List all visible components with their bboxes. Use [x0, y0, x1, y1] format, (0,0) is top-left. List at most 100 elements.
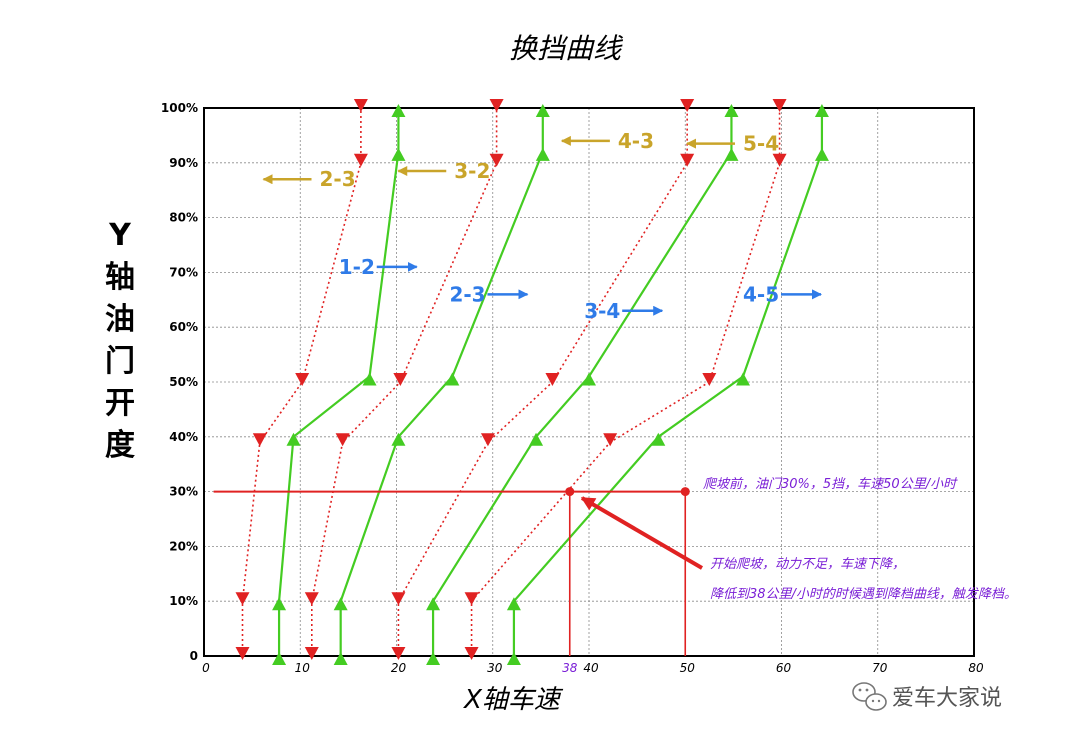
- downshift-line: [397, 108, 688, 656]
- y-tick-label: 90%: [169, 156, 198, 170]
- upshift-marker: [651, 432, 666, 446]
- x-axis-label: X轴车速: [462, 685, 564, 715]
- climb-arrow: [580, 496, 704, 570]
- upshift-marker: [333, 652, 348, 665]
- upshift-label: 3-4: [584, 299, 620, 323]
- chart-title: 换挡曲线: [509, 32, 624, 65]
- upshift-marker: [272, 652, 287, 665]
- downshift-marker: [391, 647, 406, 660]
- upshift-curve-2-3: [333, 104, 550, 665]
- downshift-marker: [235, 592, 250, 606]
- x-tick-label: 40: [583, 661, 599, 675]
- upshift-line: [339, 108, 544, 656]
- downshift-label: 4-3: [618, 129, 654, 153]
- operating-point: [680, 487, 690, 497]
- downshift-line: [241, 108, 362, 656]
- upshift-label: 2-3: [449, 282, 485, 306]
- y-tick-label: 60%: [169, 320, 198, 334]
- downshift-line: [310, 108, 498, 656]
- watermark-text: 爱车大家说: [892, 686, 1002, 711]
- downshift-label: 3-2: [454, 159, 490, 183]
- y-tick-label: 50%: [169, 375, 198, 389]
- downshift-marker: [353, 99, 368, 112]
- upshift-marker: [535, 147, 550, 161]
- upshift-marker: [445, 372, 460, 386]
- y-axis-label-char: 轴: [105, 260, 135, 295]
- upshift-marker: [426, 597, 441, 611]
- downshift-marker: [335, 433, 350, 447]
- upshift-marker: [724, 147, 739, 161]
- watermark: 爱车大家说: [852, 682, 1002, 711]
- downshift-marker: [304, 592, 319, 606]
- y-tick-label: 20%: [169, 539, 198, 553]
- plot-frame: [203, 107, 975, 657]
- downshift-marker: [545, 373, 560, 386]
- upshift-marker: [814, 104, 829, 117]
- annotation-climb-line2: 降低到38公里/小时的时候遇到降档曲线，触发降档。: [710, 587, 1017, 602]
- x-tick-label: 60: [776, 661, 792, 675]
- downshift-marker: [464, 647, 479, 660]
- y-tick-label: 70%: [169, 265, 198, 279]
- downshift-marker: [772, 99, 787, 112]
- downshift-marker: [680, 99, 695, 112]
- x-tick-label: 30: [487, 661, 503, 675]
- upshift-line: [277, 108, 400, 656]
- y-axis-label-char: 开: [105, 386, 135, 421]
- annotation-climb-line1: 开始爬坡，动力不足，车速下降，: [710, 557, 905, 572]
- y-axis-label-char: Y: [108, 218, 132, 253]
- downshift-label: 5-4: [743, 132, 779, 156]
- upshift-marker: [724, 104, 739, 117]
- y-axis-label-char: 门: [105, 344, 135, 379]
- upshift-marker: [272, 597, 287, 611]
- upshift-marker: [391, 147, 406, 161]
- upshift-marker: [333, 597, 348, 611]
- upshift-line: [512, 108, 824, 656]
- upshift-curve-1-2: [272, 104, 406, 665]
- series-group: [235, 99, 829, 665]
- downshift-curve-4-3: [391, 99, 695, 660]
- x-tick-labels: 0 10 20 30 40 50 60 70 80: [202, 661, 984, 675]
- y-tick-label: 40%: [169, 430, 198, 444]
- x-tick-label: 10: [295, 661, 311, 675]
- y-tick-labels: 0 10% 20% 30% 40% 50% 60% 70% 80% 90% 100%: [161, 101, 198, 663]
- upshift-marker: [535, 104, 550, 117]
- upshift-marker: [814, 147, 829, 161]
- upshift-label: 4-5: [743, 282, 779, 306]
- upshift-marker: [529, 432, 544, 446]
- upshift-marker: [426, 652, 441, 665]
- y-tick-label: 10%: [169, 594, 198, 608]
- downshift-marker: [489, 99, 504, 112]
- downshift-marker: [391, 592, 406, 606]
- downshift-marker: [464, 592, 479, 606]
- downshift-marker: [480, 433, 495, 447]
- upshift-marker: [736, 372, 750, 386]
- y-axis-label-char: 油: [105, 302, 135, 337]
- downshift-curve-3-2: [304, 99, 504, 660]
- upshift-marker: [506, 652, 521, 665]
- y-tick-label: 30%: [169, 485, 198, 499]
- downshift-marker: [680, 153, 695, 167]
- downshift-marker: [393, 373, 408, 386]
- downshift-marker: [702, 373, 717, 386]
- upshift-marker: [286, 432, 301, 446]
- downshift-marker: [772, 153, 787, 167]
- downshift-line: [470, 108, 781, 656]
- operating-point: [565, 487, 575, 497]
- x-tick-label: 20: [391, 661, 407, 675]
- annotation-before-climb: 爬坡前，油门30%，5挡，车速50公里/小时: [703, 477, 958, 492]
- shift-labels: 1-2 2-3 3-4 4-5 2-3 3-2 4-3 5-4: [262, 129, 822, 323]
- downshift-curve-2-1: [235, 99, 368, 660]
- x-tick-label: 50: [680, 661, 696, 675]
- y-axis-label-char: 度: [105, 428, 135, 463]
- downshift-curve-5-4: [464, 99, 787, 660]
- upshift-curve-3-4: [426, 104, 739, 665]
- wechat-icon: [852, 682, 887, 711]
- downshift-marker: [489, 153, 504, 167]
- upshift-marker: [582, 372, 596, 386]
- upshift-marker: [391, 432, 406, 446]
- y-tick-label: 100%: [161, 101, 198, 115]
- threshold-group: 38: [213, 487, 704, 675]
- downshift-marker: [235, 647, 250, 660]
